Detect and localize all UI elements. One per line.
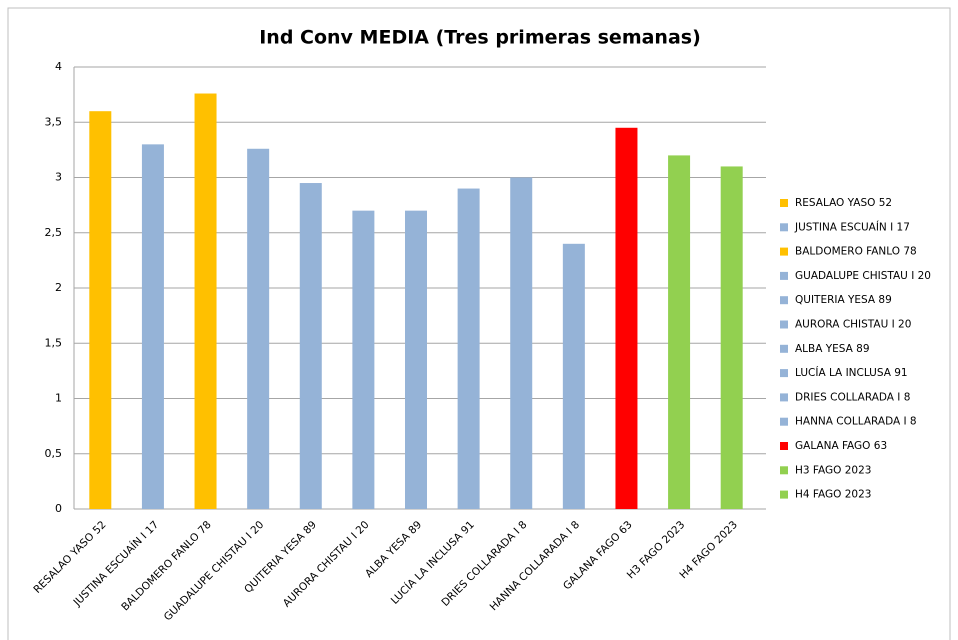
legend-label: HANNA COLLARADA I 8 (795, 416, 917, 428)
legend-swatch (780, 417, 788, 426)
legend-swatch (780, 442, 788, 450)
legend-label: RESALAO YASO 52 (795, 197, 892, 209)
legend-label: ALBA YESA 89 (795, 343, 870, 355)
legend-label: GUADALUPE CHISTAU I 20 (795, 270, 931, 282)
y-tick-label: 3,5 (45, 115, 63, 128)
bar (510, 177, 533, 509)
legend-swatch (780, 393, 788, 402)
legend-label: BALDOMERO FANLO 78 (795, 246, 917, 258)
bar (720, 166, 743, 509)
bar (562, 243, 585, 510)
legend-swatch (780, 344, 788, 353)
legend-label: GALANA FAGO 63 (795, 440, 887, 452)
legend-label: H3 FAGO 2023 (795, 464, 871, 476)
y-tick-label: 2,5 (45, 226, 63, 239)
y-tick-label: 3 (55, 171, 62, 184)
legend-swatch (780, 223, 788, 232)
legend-swatch (780, 466, 788, 475)
y-tick-label: 1 (55, 392, 62, 405)
legend-label: QUITERIA YESA 89 (795, 294, 892, 306)
legend-label: LUCÍA LA INCLUSA 91 (795, 366, 908, 379)
legend-swatch (780, 199, 788, 207)
y-tick-label: 0 (55, 502, 62, 515)
legend-label: JUSTINA ESCUAÍN I 17 (794, 220, 910, 233)
y-tick-label: 1,5 (45, 336, 63, 349)
legend-swatch (780, 271, 788, 280)
bar (668, 155, 691, 509)
legend-label: H4 FAGO 2023 (795, 489, 871, 501)
legend-swatch (780, 320, 788, 329)
chart-title: Ind Conv MEDIA (Tres primeras semanas) (259, 27, 701, 49)
bar (457, 188, 480, 510)
legend-swatch (780, 369, 788, 378)
bar (247, 148, 270, 509)
bar (141, 144, 164, 509)
legend-label: DRIES COLLARADA I 8 (795, 391, 910, 403)
legend-swatch (780, 490, 788, 499)
legend-label: AURORA CHISTAU I 20 (795, 319, 911, 331)
bar (89, 111, 112, 509)
bar (352, 210, 375, 509)
bar (615, 127, 638, 510)
legend-swatch (780, 247, 788, 256)
bar (194, 93, 217, 510)
bar (405, 210, 427, 509)
y-tick-label: 0,5 (45, 447, 63, 460)
y-tick-label: 4 (55, 60, 62, 73)
y-tick-label: 2 (55, 281, 62, 294)
legend-swatch (780, 296, 788, 305)
bar (299, 183, 322, 509)
